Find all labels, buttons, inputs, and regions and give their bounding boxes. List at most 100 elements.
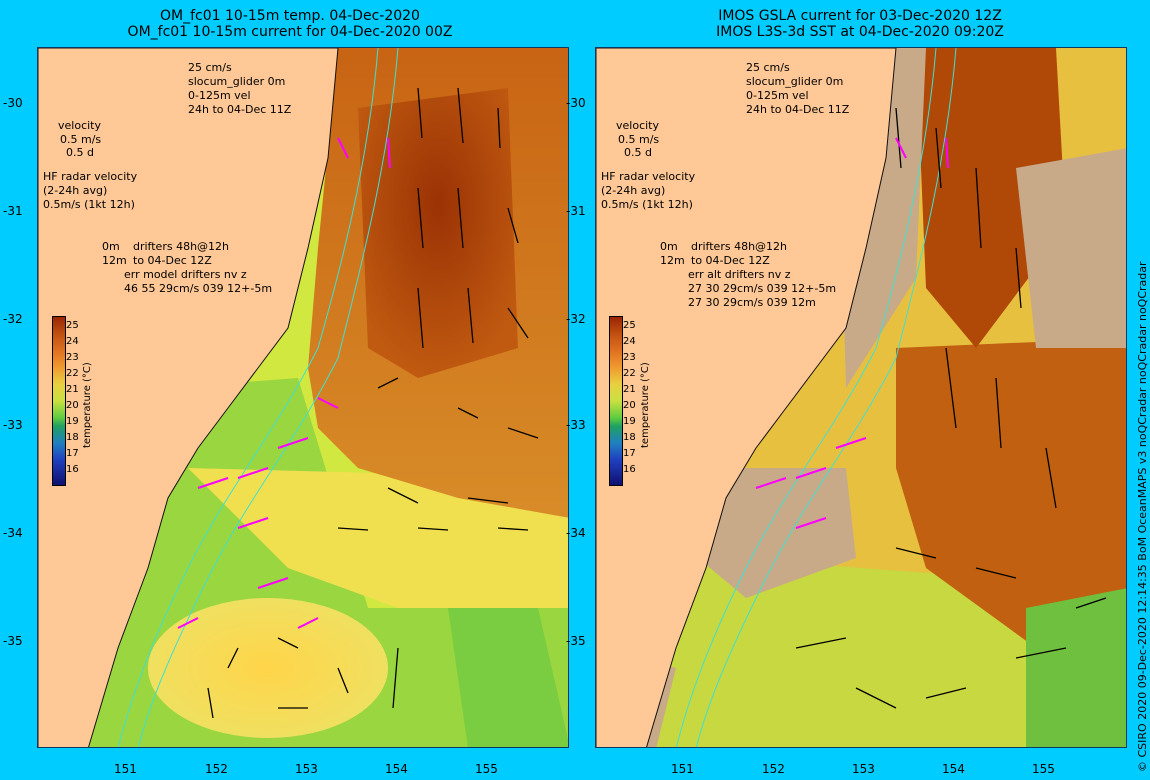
lon-tick-right: 151 [671, 762, 694, 776]
left-cbar-tick: 16 [66, 464, 79, 475]
left-cbar-tick: 17 [66, 448, 79, 459]
left-hf-scale: 0.5m/s (1kt 12h) [43, 198, 135, 211]
right-err-line1: err alt drifters nv z [688, 268, 791, 281]
lat-tick-right: -34 [566, 526, 586, 540]
lon-tick-left: 152 [205, 762, 228, 776]
right-err-line3: 27 30 29cm/s 039 12m [688, 296, 816, 309]
drifter-tracks [755, 137, 949, 529]
lat-tick-right: -32 [566, 312, 586, 326]
left-cbar-tick: 20 [66, 400, 79, 411]
right-title-line2: IMOS L3S-3d SST at 04-Dec-2020 09:20Z [716, 24, 1004, 40]
left-cbar-tick: 21 [66, 384, 79, 395]
right-velocity-label: velocity [616, 119, 659, 132]
lon-tick-right: 155 [1032, 762, 1055, 776]
right-legend-vel: 0-125m vel [746, 89, 809, 102]
lat-tick-left: -32 [3, 312, 23, 326]
cloud-mask [686, 468, 856, 598]
left-title-line1: OM_fc01 10-15m temp. 04-Dec-2020 [160, 8, 420, 24]
left-map [38, 48, 568, 747]
lat-tick-right: -30 [566, 96, 586, 110]
right-cbar-tick: 25 [623, 320, 636, 331]
left-drifter-0m: 0m [102, 240, 120, 253]
right-cbar-tick: 20 [623, 400, 636, 411]
credit-text: © CSIRO 2020 09-Dec-2020 12:14:35 BoM Oc… [1136, 261, 1149, 772]
cloud-mask [1016, 148, 1126, 348]
isobath [695, 48, 957, 747]
lat-tick-left: -31 [3, 204, 23, 218]
lon-tick-left: 151 [114, 762, 137, 776]
left-colorbar-title: temperature (°C) [82, 362, 93, 448]
left-drifter-to: to 04-Dec 12Z [133, 254, 212, 267]
right-cbar-tick: 21 [623, 384, 636, 395]
right-cbar-tick: 22 [623, 368, 636, 379]
left-drifter-48h: drifters 48h@12h [133, 240, 230, 253]
right-colorbar [609, 316, 623, 486]
left-velocity-scale: 0.5 m/s [60, 133, 102, 146]
lat-tick-right: -33 [566, 418, 586, 432]
warm-band [188, 468, 568, 608]
isobath [117, 48, 379, 747]
left-title-line2: OM_fc01 10-15m current for 04-Dec-2020 0… [127, 24, 453, 40]
left-cbar-tick: 23 [66, 352, 79, 363]
warm-current [896, 338, 1126, 648]
left-map-panel[interactable] [37, 47, 569, 748]
left-cbar-tick: 19 [66, 416, 79, 427]
right-cbar-tick: 23 [623, 352, 636, 363]
left-legend-vel: 0-125m vel [188, 89, 251, 102]
left-colorbar [52, 316, 66, 486]
eddy [148, 598, 388, 738]
right-legend-time: 24h to 04-Dec 11Z [746, 103, 850, 116]
left-legend-scale: 25 cm/s [188, 61, 232, 74]
right-err-line2: 27 30 29cm/s 039 12+-5m [688, 282, 837, 295]
left-err-line2: 46 55 29cm/s 039 12+-5m [124, 282, 273, 295]
left-velocity-label: velocity [58, 119, 101, 132]
right-velocity-days: 0.5 d [624, 146, 652, 159]
left-cbar-tick: 22 [66, 368, 79, 379]
right-drifter-0m: 0m [660, 240, 678, 253]
left-legend-glider: slocum_glider 0m [188, 75, 286, 88]
right-cbar-tick: 19 [623, 416, 636, 427]
lon-tick-left: 155 [475, 762, 498, 776]
lat-tick-right: -31 [566, 204, 586, 218]
right-title-line1: IMOS GSLA current for 03-Dec-2020 12Z [718, 8, 1002, 24]
left-velocity-days: 0.5 d [66, 146, 94, 159]
lon-tick-left: 154 [385, 762, 408, 776]
drifter-tracks [177, 137, 391, 629]
isobath [137, 48, 399, 747]
lat-tick-left: -30 [3, 96, 23, 110]
left-title: OM_fc01 10-15m temp. 04-Dec-2020 OM_fc01… [20, 8, 560, 40]
right-hf-label: HF radar velocity [601, 170, 696, 183]
lat-tick-left: -34 [3, 526, 23, 540]
current-core [358, 88, 518, 378]
right-velocity-scale: 0.5 m/s [618, 133, 660, 146]
green-patch [1026, 588, 1126, 747]
right-hf-scale: 0.5m/s (1kt 12h) [601, 198, 693, 211]
right-drifter-12m: 12m [660, 254, 685, 267]
right-hf-avg: (2-24h avg) [601, 184, 666, 197]
right-cbar-tick: 18 [623, 432, 636, 443]
right-legend-glider: slocum_glider 0m [746, 75, 844, 88]
left-legend-time: 24h to 04-Dec 11Z [188, 103, 292, 116]
left-hf-label: HF radar velocity [43, 170, 138, 183]
lon-tick-left: 153 [295, 762, 318, 776]
velocity-arrows [795, 107, 1107, 709]
velocity-arrows [207, 87, 539, 719]
right-title: IMOS GSLA current for 03-Dec-2020 12Z IM… [590, 8, 1130, 40]
green-patch [448, 608, 568, 747]
lat-tick-right: -35 [566, 634, 586, 648]
lat-tick-left: -33 [3, 418, 23, 432]
right-cbar-tick: 16 [623, 464, 636, 475]
right-map-panel[interactable] [595, 47, 1127, 748]
right-legend-scale: 25 cm/s [746, 61, 790, 74]
right-colorbar-title: temperature (°C) [640, 362, 651, 448]
right-map [596, 48, 1126, 747]
left-cbar-tick: 18 [66, 432, 79, 443]
left-cbar-tick: 24 [66, 336, 79, 347]
land-mass [38, 48, 339, 747]
lat-tick-left: -35 [3, 634, 23, 648]
right-cbar-tick: 17 [623, 448, 636, 459]
left-err-line1: err model drifters nv z [124, 268, 247, 281]
land-mass [596, 48, 897, 747]
left-cbar-tick: 25 [66, 320, 79, 331]
right-drifter-to: to 04-Dec 12Z [691, 254, 770, 267]
